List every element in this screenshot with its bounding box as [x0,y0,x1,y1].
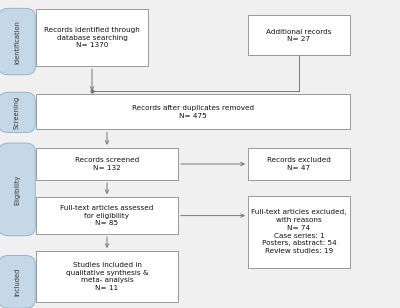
FancyBboxPatch shape [248,15,350,55]
Text: Additional records
N= 27: Additional records N= 27 [266,29,332,42]
Text: Records after duplicates removed
N= 475: Records after duplicates removed N= 475 [132,105,254,119]
Text: Identification: Identification [14,20,20,63]
FancyBboxPatch shape [36,94,350,129]
FancyBboxPatch shape [0,256,35,308]
FancyBboxPatch shape [36,148,178,180]
Text: Records identified through
database searching
N= 1370: Records identified through database sear… [44,27,140,48]
Text: Eligibility: Eligibility [14,174,20,205]
FancyBboxPatch shape [0,92,35,132]
FancyBboxPatch shape [36,251,178,302]
FancyBboxPatch shape [36,197,178,234]
Text: Full-text articles assessed
for eligibility
N= 85: Full-text articles assessed for eligibil… [60,205,154,226]
FancyBboxPatch shape [0,143,35,236]
FancyBboxPatch shape [0,8,35,75]
FancyBboxPatch shape [248,148,350,180]
Text: Studies included in
qualitative synthesis &
meta- analysis
N= 11: Studies included in qualitative synthesi… [66,262,148,291]
Text: Full-text articles excluded,
with reasons
N= 74
Case series: 1
Posters, abstract: Full-text articles excluded, with reason… [251,209,347,254]
Text: Included: Included [14,268,20,296]
FancyBboxPatch shape [248,196,350,268]
Text: Records screened
N= 132: Records screened N= 132 [75,157,139,171]
FancyBboxPatch shape [36,9,148,66]
Text: Records excluded
N= 47: Records excluded N= 47 [267,157,331,171]
Text: Screening: Screening [14,96,20,129]
